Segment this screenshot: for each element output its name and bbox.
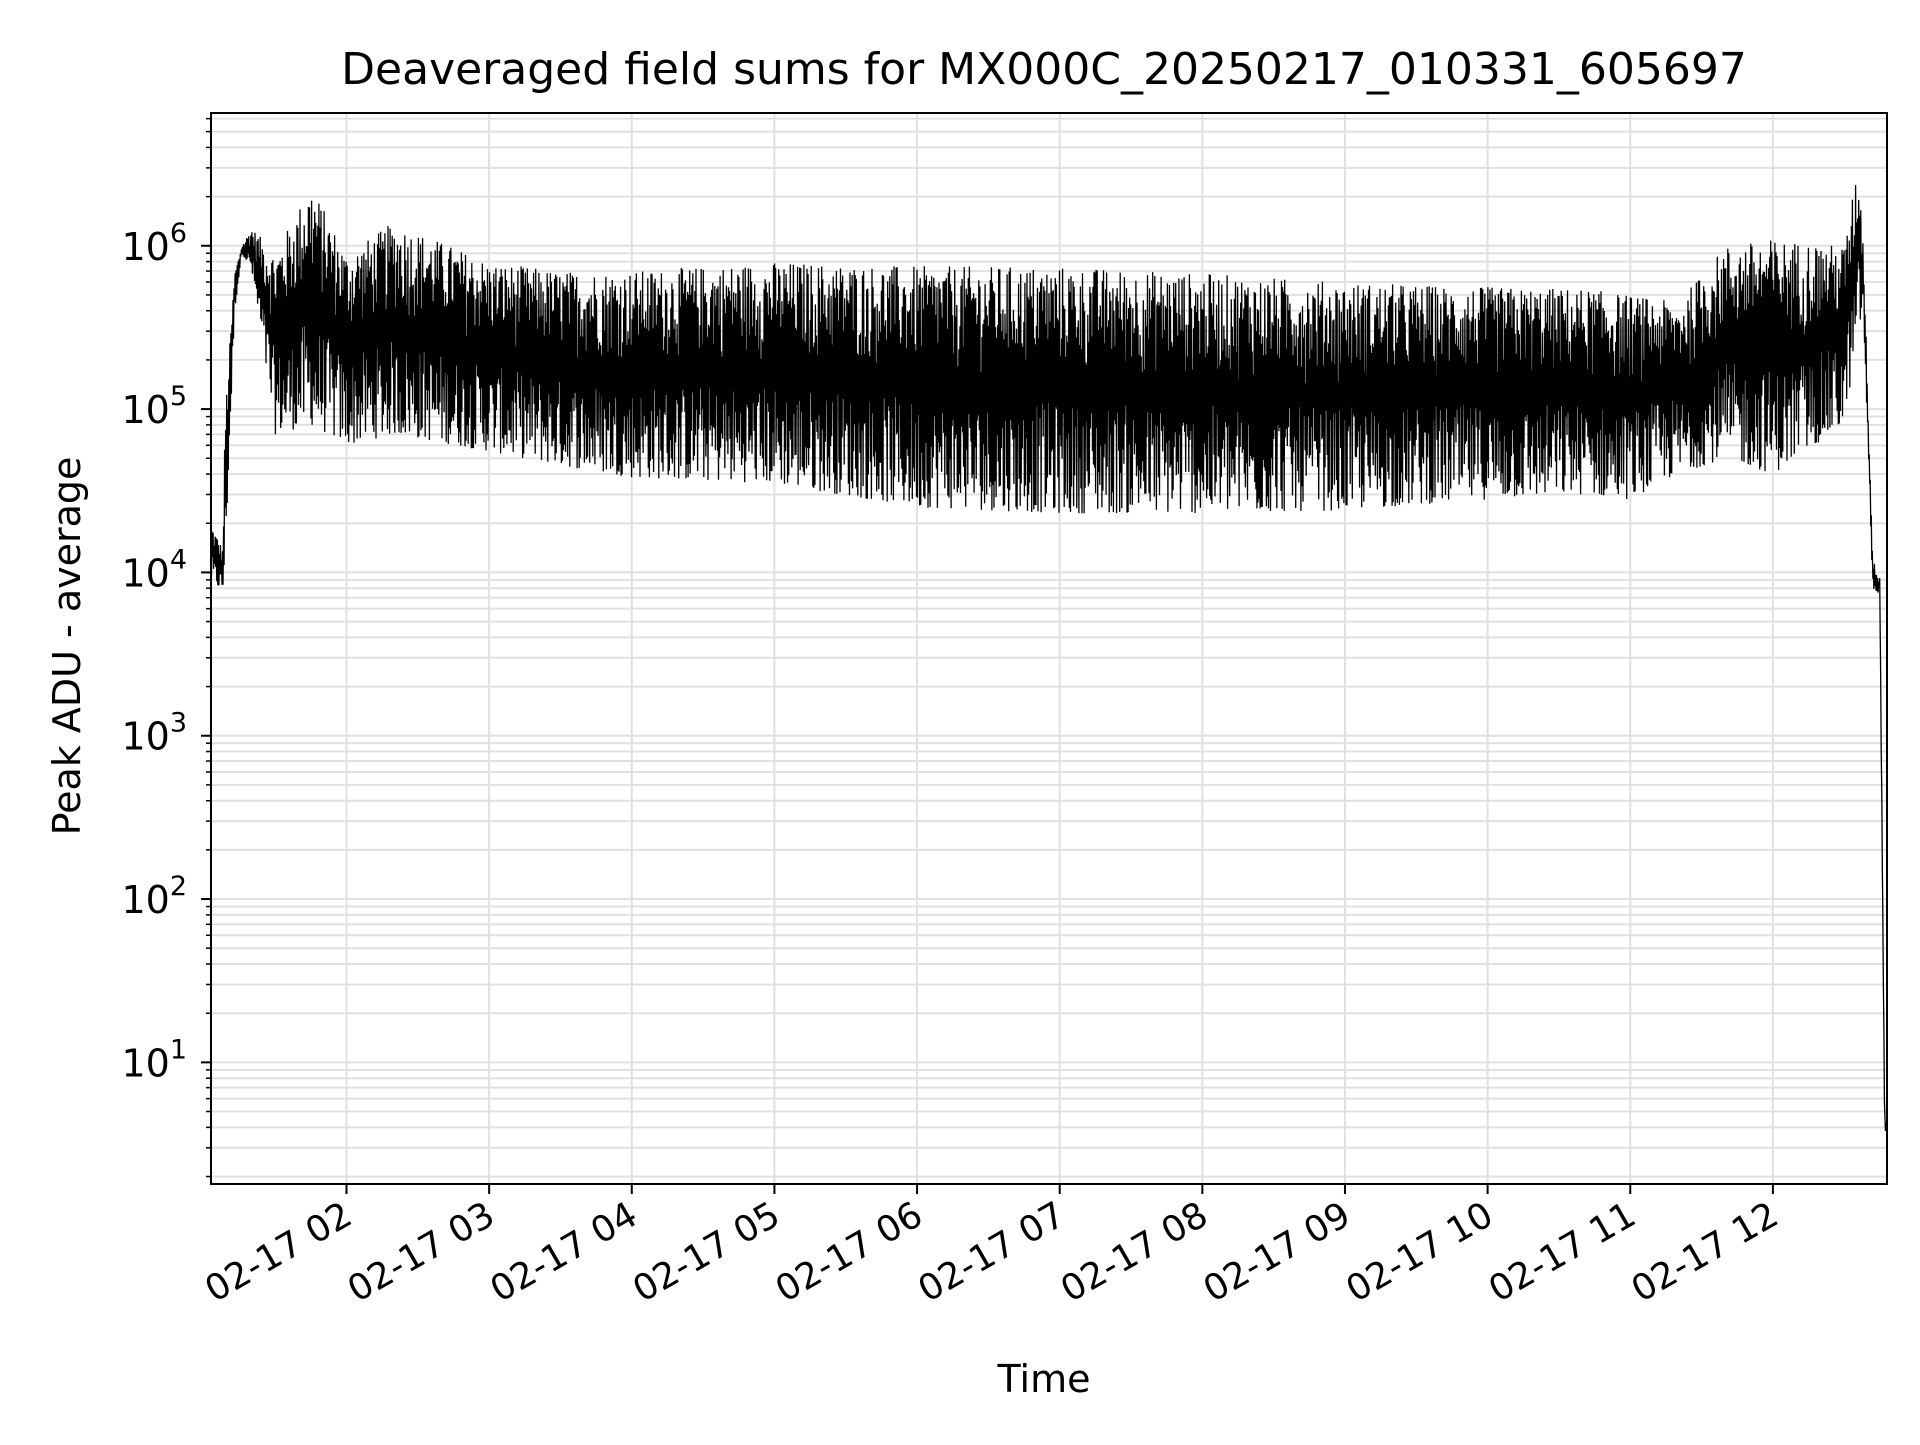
plot-area [210,185,1888,1131]
y-axis-label: Peak ADU - average [45,457,89,836]
y-tick-label: 105 [121,381,187,432]
y-tick-label: 101 [121,1034,187,1085]
y-tick-base: 10 [121,1041,169,1085]
y-tick-base: 10 [121,388,169,432]
y-tick-base: 10 [121,225,169,269]
y-tick-label: 104 [121,544,187,595]
y-tick-base: 10 [121,551,169,595]
chart-title: Deaveraged field sums for MX000C_2025021… [341,44,1747,95]
y-tick-base: 10 [121,715,169,759]
x-axis-label: Time [997,1357,1091,1401]
y-tick-label: 102 [121,871,187,922]
y-tick-exponent: 2 [170,871,187,902]
y-tick-exponent: 3 [170,708,187,739]
series-line [210,185,1888,1131]
y-tick-label: 103 [121,708,187,759]
y-tick-exponent: 1 [170,1034,187,1065]
axes-frame [210,112,1888,1185]
y-tick-exponent: 6 [170,218,187,249]
y-tick-exponent: 5 [170,381,187,412]
y-tick-base: 10 [121,878,169,922]
y-tick-exponent: 4 [170,544,187,575]
y-tick-label: 106 [121,218,187,269]
